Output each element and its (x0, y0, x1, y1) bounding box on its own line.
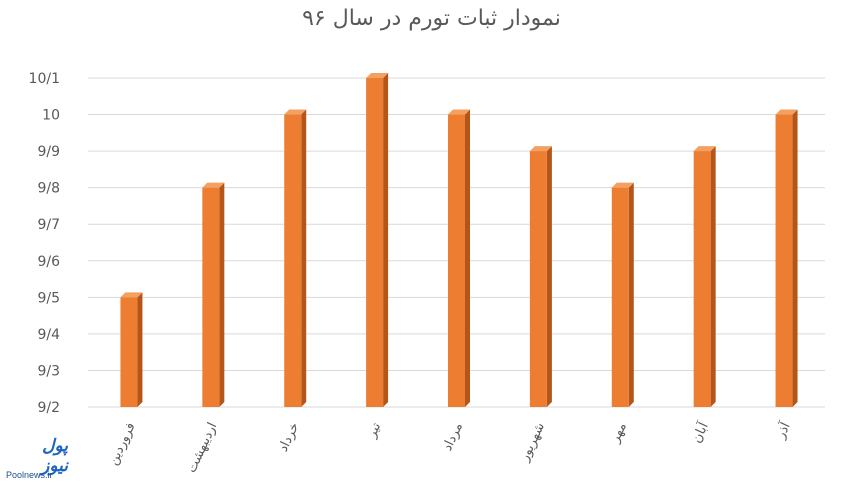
y-tick-label: 9/8 (37, 181, 60, 197)
bar-top (611, 182, 634, 188)
x-tick-label: آبان (688, 418, 713, 445)
bar (284, 114, 302, 408)
bar-side (219, 182, 225, 407)
bar (448, 114, 465, 408)
bar-top (284, 109, 307, 115)
x-tick-label: اردیبهشت (184, 420, 220, 475)
y-tick-label: 10/1 (29, 71, 60, 87)
bar-top (202, 182, 225, 188)
poolnews-logo: پول نیوز Poolnews.ir (6, 436, 68, 482)
bar (611, 187, 629, 407)
y-tick-label: 9/4 (37, 327, 60, 343)
bar (529, 151, 547, 407)
bar (366, 78, 384, 407)
x-tick-label: مرداد (440, 420, 466, 453)
bar-side (301, 109, 307, 408)
x-tick-label: آذر (771, 418, 794, 442)
bar-top (448, 109, 470, 115)
x-tick-label: تیر (364, 420, 384, 441)
bar-side (383, 73, 389, 407)
y-tick-label: 9/3 (37, 363, 60, 379)
bar-top (775, 109, 798, 115)
bar (120, 297, 138, 407)
y-tick-label: 9/7 (37, 217, 60, 233)
x-tick-label: خرداد (276, 420, 302, 454)
chart-title: نمودار ثبات تورم در سال ۹۶ (302, 6, 561, 31)
bar-side (137, 292, 143, 407)
bar-top (693, 146, 716, 152)
bar-side (710, 146, 716, 407)
bar (202, 187, 220, 407)
bar (775, 114, 793, 408)
x-tick-label: فروردین (106, 420, 139, 467)
bar-side (628, 182, 634, 407)
bar-top (529, 146, 552, 152)
bar-side (465, 109, 470, 408)
bar-side (792, 109, 798, 408)
logo-text: پول نیوز (41, 436, 68, 476)
y-tick-label: 9/6 (37, 254, 60, 270)
y-tick-label: 9/9 (37, 144, 60, 160)
bar-side (546, 146, 552, 407)
bar-top (120, 292, 143, 298)
logo-site: Poolnews.ir (6, 470, 53, 480)
y-tick-label: 9/2 (37, 400, 60, 416)
y-tick-label: 10 (42, 108, 60, 124)
bar (693, 151, 711, 407)
y-tick-label: 9/5 (37, 290, 60, 306)
x-tick-label: شهریور (517, 420, 548, 464)
x-tick-label: مهر (607, 420, 630, 445)
bar-top (366, 73, 389, 78)
